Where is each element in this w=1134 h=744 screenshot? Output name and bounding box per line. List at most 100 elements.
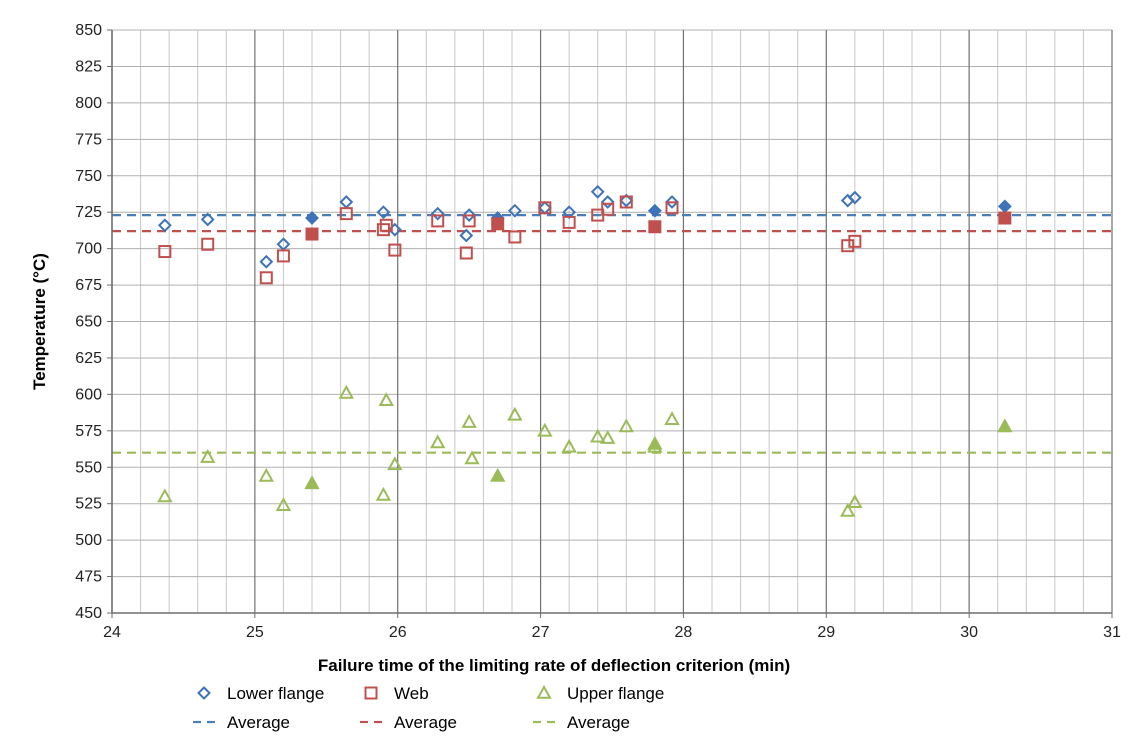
data-point [200,212,215,227]
y-tick-label: 750 [75,168,102,185]
data-point [200,448,216,463]
data-point [508,230,522,244]
data-point [459,228,474,243]
data-point [618,418,634,433]
data-point [259,271,273,285]
data-point [600,195,615,209]
data-point [201,237,215,251]
y-tick-label: 825 [75,58,102,75]
data-point [537,422,553,437]
data-point [388,243,402,257]
data-point [276,249,290,263]
y-tick-label: 475 [75,569,102,586]
data-point [339,207,353,221]
y-tick-label: 450 [75,605,102,622]
data-point [461,414,477,428]
data-point [538,201,552,215]
data-point [276,237,291,252]
data-point [157,218,172,233]
data-point [379,218,393,232]
data-point [376,205,391,220]
data-point [664,411,680,425]
data-point [376,223,390,237]
data-point [998,211,1012,225]
data-point [462,214,476,228]
series-3 [305,211,1012,241]
data-point [601,202,615,216]
data-point [665,195,679,209]
legend-item: Average [533,713,630,732]
x-tick-label: 27 [532,624,550,641]
x-tick-label: 25 [246,624,264,641]
data-point [275,497,292,511]
y-tick-label: 775 [75,131,102,148]
data-point [590,184,605,199]
x-tick-label: 30 [960,624,978,641]
data-point [430,434,446,449]
legend-label: Average [567,713,630,732]
data-point [997,199,1012,214]
data-point [491,217,505,231]
x-axis-title: Failure time of the limiting rate of def… [318,656,790,675]
y-tick-label: 500 [75,532,102,549]
data-point [462,208,477,223]
x-tick-label: 28 [675,624,693,641]
y-tick-label: 650 [75,314,102,331]
series-0 [157,184,862,269]
y-axis-title: Temperature (°C) [30,253,49,390]
data-point [507,203,522,218]
data-point [647,203,662,218]
y-tick-label: 525 [75,496,102,513]
data-point [665,201,679,215]
legend-label: Upper flange [567,684,664,703]
data-point [259,254,274,269]
data-point [339,195,354,209]
data-point [490,467,506,482]
average-lines [112,214,1112,454]
legend-label: Lower flange [227,684,324,703]
axes [107,29,1113,618]
data-point [305,227,319,241]
legend-label: Web [394,684,429,703]
legend-label: Average [394,713,457,732]
major-gridlines [111,29,1113,614]
x-tick-label: 24 [103,624,121,641]
data-points [157,184,1013,517]
data-point [619,193,634,208]
data-point [840,502,856,517]
data-point [841,239,855,253]
legend-item: Average [360,713,457,732]
y-tick-label: 675 [75,277,102,294]
legend-marker [364,686,378,700]
data-point [507,406,523,421]
data-point [459,246,473,260]
data-point [847,494,863,509]
series-5 [304,418,1013,490]
y-tick-label: 600 [75,386,102,403]
data-point [387,456,403,471]
y-tick-label: 625 [75,350,102,367]
x-tick-label: 26 [389,624,407,641]
legend-item: Upper flange [536,684,664,703]
y-tick-label: 700 [75,241,102,258]
x-tick-label: 31 [1103,624,1121,641]
data-point [562,215,576,229]
legend-marker [536,684,552,699]
y-tick-label: 725 [75,204,102,221]
data-point [648,220,662,234]
data-point [464,450,480,465]
legend-marker [197,686,211,700]
data-point [430,206,445,221]
data-point [338,384,354,399]
data-point [619,195,633,209]
legend-label: Average [227,713,290,732]
data-point [375,486,392,501]
tick-labels: 450 475 500 525 550 575 600 625 650 675 700 725 750 7… [75,22,1121,641]
legend: Lower flange Web Upper flange Average Averag… [193,684,664,732]
data-point [304,475,320,490]
data-point [590,428,606,443]
legend-item: Web [364,684,429,703]
x-tick-label: 29 [817,624,835,641]
series-2 [158,195,862,285]
